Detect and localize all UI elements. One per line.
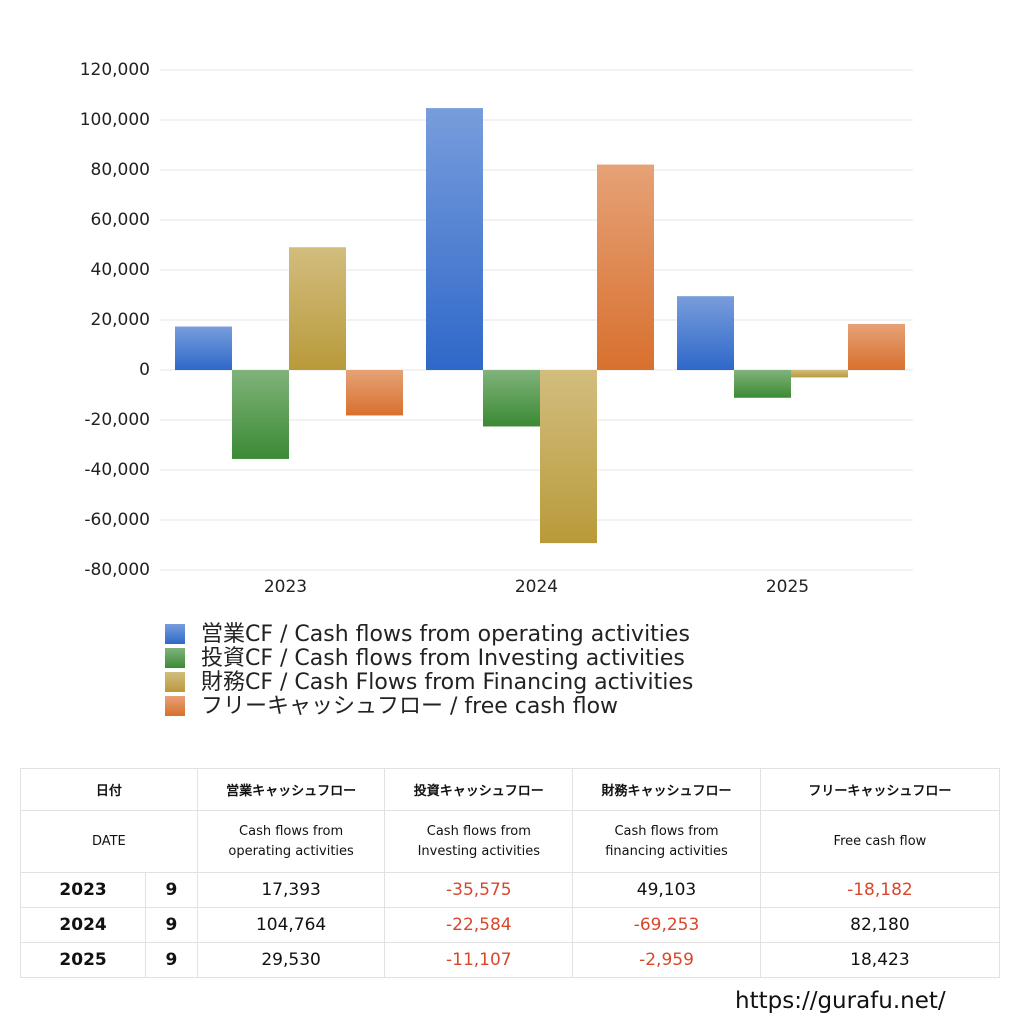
table-row: 2023 9 17,393 -35,575 49,103 -18,182 bbox=[19, 872, 1001, 908]
legend-label: フリーキャッシュフロー / free cash flow bbox=[201, 694, 618, 719]
y-tick-label: -20,000 bbox=[84, 410, 150, 430]
y-tick-label: -80,000 bbox=[84, 560, 150, 580]
legend-swatch bbox=[165, 696, 185, 716]
table-cell: 財務キャッシュフロー bbox=[572, 768, 761, 811]
footer-url: https://gurafu.net/ bbox=[735, 988, 946, 1014]
table-cell: 9 bbox=[145, 907, 198, 943]
table-cell: DATE bbox=[20, 810, 198, 873]
bar bbox=[289, 247, 346, 370]
legend-label: 投資CF / Cash flows from Investing activit… bbox=[201, 646, 685, 671]
x-tick-label: 2024 bbox=[515, 577, 558, 597]
table-cell: -11,107 bbox=[384, 942, 574, 978]
bar bbox=[175, 326, 232, 370]
table-row: 日付 営業キャッシュフロー 投資キャッシュフロー 財務キャッシュフロー フリーキャッシュ… bbox=[20, 768, 1001, 811]
y-tick-label: 80,000 bbox=[91, 160, 150, 180]
bar bbox=[734, 370, 791, 398]
table-cell: Cash flows from Investing activities bbox=[384, 810, 574, 873]
table-row: 2025 9 29,530 -11,107 -2,959 18,423 bbox=[19, 942, 1001, 978]
bar bbox=[426, 108, 483, 370]
table-row: DATE Cash flows from operating activities… bbox=[20, 810, 1001, 873]
table-row: 2024 9 104,764 -22,584 -69,253 82,180 bbox=[19, 907, 1001, 943]
legend-swatch bbox=[165, 648, 185, 668]
table-cell: -35,575 bbox=[384, 872, 574, 908]
bar bbox=[483, 370, 540, 427]
bar bbox=[540, 370, 597, 544]
table-cell: Free cash flow bbox=[759, 810, 1001, 873]
chart: -80,000 -60,000 -40,000 -20,000 0 20,000 40,00… bbox=[80, 60, 913, 719]
x-tick-label: 2025 bbox=[766, 577, 809, 597]
table-cell: 29,530 bbox=[196, 942, 386, 978]
table-cell: 2023 bbox=[19, 872, 147, 908]
table-cell: 18,423 bbox=[759, 942, 1001, 978]
y-tick-label: 100,000 bbox=[80, 110, 150, 130]
table-cell: 82,180 bbox=[759, 907, 1001, 943]
y-tick-label: 20,000 bbox=[91, 310, 150, 330]
table-cell: 104,764 bbox=[196, 907, 386, 943]
y-tick-label: -40,000 bbox=[84, 460, 150, 480]
table-cell: フリーキャッシュフロー bbox=[759, 768, 1001, 811]
table-cell: 2024 bbox=[19, 907, 147, 943]
bar bbox=[232, 370, 289, 459]
bar bbox=[848, 323, 905, 370]
table-cell: -2,959 bbox=[572, 942, 761, 978]
table-cell: 17,393 bbox=[196, 872, 386, 908]
legend-label: 財務CF / Cash Flows from Financing activit… bbox=[201, 670, 693, 695]
table-cell: 9 bbox=[145, 942, 198, 978]
y-tick-label: 120,000 bbox=[80, 60, 150, 80]
bar bbox=[791, 370, 848, 378]
y-tick-label: -60,000 bbox=[84, 510, 150, 530]
table-cell: Cash flows from operating activities bbox=[196, 810, 386, 873]
table-cell: 営業キャッシュフロー bbox=[196, 768, 386, 811]
table-cell: -22,584 bbox=[384, 907, 574, 943]
y-tick-label: 0 bbox=[139, 360, 150, 380]
table-cell: 9 bbox=[145, 872, 198, 908]
table-cell: 投資キャッシュフロー bbox=[384, 768, 574, 811]
bar bbox=[597, 164, 654, 370]
table-cell: Cash flows from financing activities bbox=[572, 810, 761, 873]
table-cell: 49,103 bbox=[572, 872, 761, 908]
legend-swatch bbox=[165, 672, 185, 692]
table-cell: 2025 bbox=[19, 942, 147, 978]
y-tick-label: 60,000 bbox=[91, 210, 150, 230]
data-table: 日付 営業キャッシュフロー 投資キャッシュフロー 財務キャッシュフロー フリーキャッシュ… bbox=[19, 768, 1001, 978]
legend-swatch bbox=[165, 624, 185, 644]
table-cell: 日付 bbox=[20, 768, 198, 811]
table-cell: -69,253 bbox=[572, 907, 761, 943]
table-cell: -18,182 bbox=[759, 872, 1001, 908]
legend-label: 営業CF / Cash flows from operating activit… bbox=[201, 622, 690, 647]
bar bbox=[346, 370, 403, 416]
x-tick-label: 2023 bbox=[264, 577, 307, 597]
bar bbox=[677, 296, 734, 370]
y-tick-label: 40,000 bbox=[91, 260, 150, 280]
